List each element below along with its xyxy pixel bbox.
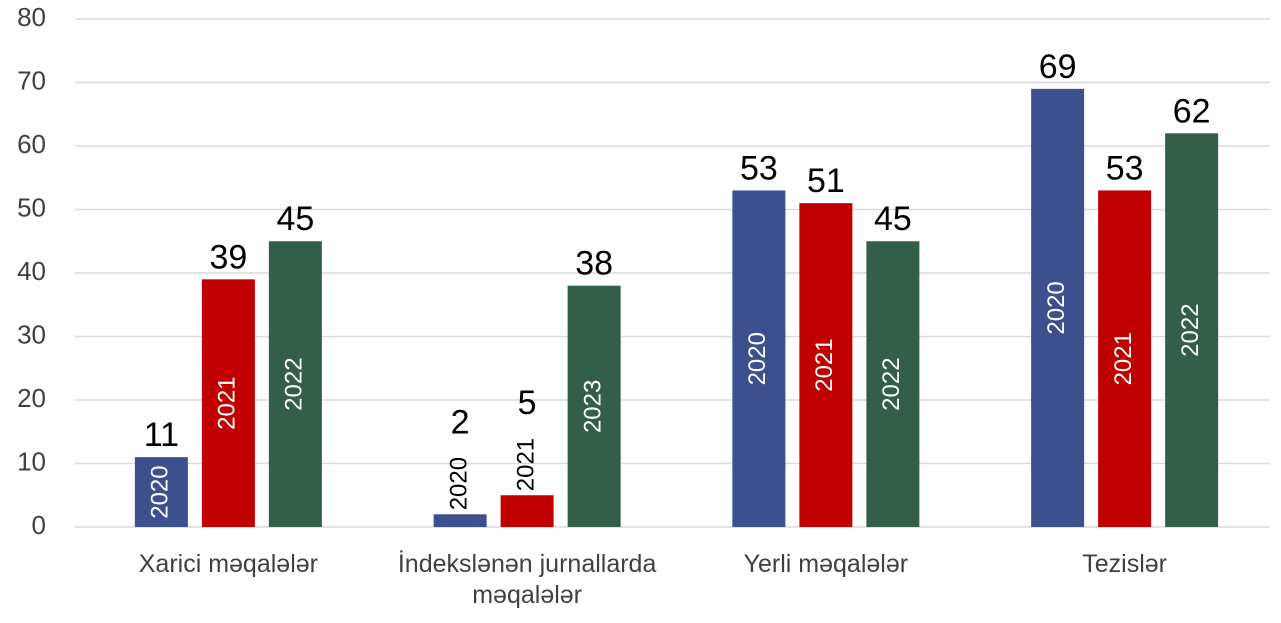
bar [500, 495, 554, 527]
bar-year-label: 2020 [744, 332, 771, 385]
value-label: 5 [518, 384, 537, 422]
bar [1165, 133, 1219, 528]
y-tick-label: 20 [17, 383, 46, 413]
value-label: 69 [1039, 48, 1077, 86]
value-label: 53 [1106, 149, 1144, 187]
bar-year-label: 2020 [1043, 281, 1070, 334]
y-tick-label: 70 [17, 65, 46, 95]
bar [134, 457, 188, 527]
value-label: 51 [807, 162, 845, 200]
x-tick-label: Yerli məqalələr [743, 550, 909, 578]
y-tick-label: 50 [17, 192, 46, 222]
bar-year-label: 2021 [512, 438, 539, 491]
y-tick-label: 0 [32, 510, 46, 540]
value-label: 62 [1173, 92, 1211, 130]
x-tick-label: Xarici məqalələr [138, 550, 318, 578]
bar-year-label: 2020 [445, 457, 472, 510]
x-tick-label: Tezislər [1082, 550, 1167, 578]
bar [567, 285, 621, 527]
value-label: 53 [740, 149, 778, 187]
value-label: 45 [874, 200, 912, 238]
bar-year-label: 2021 [1110, 332, 1137, 385]
bar-year-label: 2021 [811, 338, 838, 391]
value-label: 2 [451, 403, 470, 441]
value-label: 11 [144, 416, 179, 454]
bar-year-label: 2020 [147, 465, 174, 518]
y-tick-label: 30 [17, 319, 46, 349]
bar [799, 203, 853, 527]
bar [433, 514, 487, 527]
bar [268, 241, 322, 527]
value-label: 38 [575, 245, 613, 283]
y-tick-label: 40 [17, 256, 46, 286]
bar-year-label: 2022 [878, 357, 905, 410]
x-tick-label: İndekslənən jurnallarda məqalələr [397, 550, 657, 609]
bar [201, 279, 255, 527]
bar [732, 190, 786, 527]
value-label: 39 [209, 238, 247, 276]
y-tick-label: 80 [17, 2, 46, 32]
bar [866, 241, 920, 527]
bar-year-label: 2023 [579, 380, 606, 433]
value-label: 45 [276, 200, 314, 238]
y-tick-label: 60 [17, 129, 46, 159]
bar-year-label: 2021 [214, 376, 241, 429]
bar-year-label: 2022 [1177, 303, 1204, 356]
bar [1098, 190, 1152, 527]
bar-year-label: 2022 [281, 357, 308, 410]
y-tick-label: 10 [17, 446, 46, 476]
bar [1031, 88, 1085, 527]
